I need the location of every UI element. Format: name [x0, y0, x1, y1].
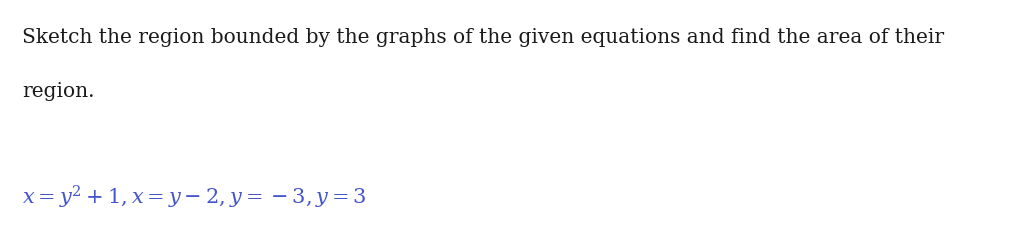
Text: $\mathit{x}=\mathit{y}^{2}+1,\mathit{x}=\mathit{y}-2,\mathit{y}=-3,\mathit{y}=3$: $\mathit{x}=\mathit{y}^{2}+1,\mathit{x}=… — [22, 184, 367, 211]
Text: Sketch the region bounded by the graphs of the given equations and find the area: Sketch the region bounded by the graphs … — [22, 28, 945, 47]
Text: region.: region. — [22, 82, 95, 101]
